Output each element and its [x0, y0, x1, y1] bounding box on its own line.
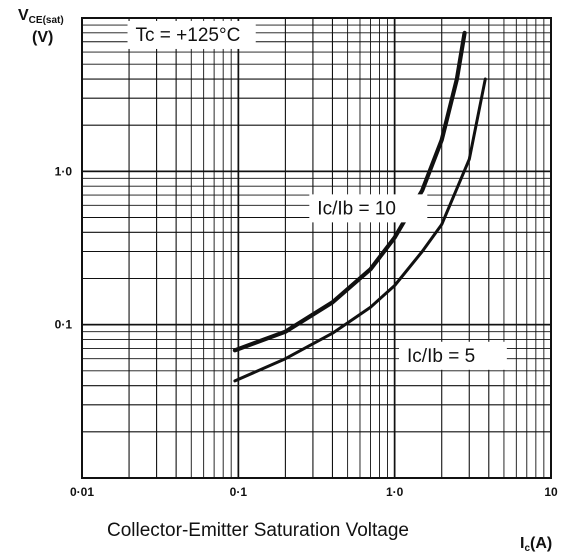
x-tick-label: 1·0: [386, 485, 404, 499]
annotation-label-1: Tc = +125°C: [136, 25, 241, 46]
x-tick-label: 0·01: [70, 485, 94, 499]
y-axis-title-sub: CE(sat): [29, 15, 64, 26]
y-axis-unit: (V): [32, 29, 53, 46]
grid: [81, 17, 552, 479]
y-tick-label: 0·1: [55, 318, 73, 332]
x-axis-title-unit: (A): [530, 535, 552, 552]
y-axis-title-main: V: [18, 7, 29, 24]
tick-layer: 0·01 0·1 1·0 10 0·1 1·0: [55, 164, 558, 499]
annotation-background: [399, 341, 507, 370]
x-tick-label: 0·1: [230, 485, 248, 499]
y-tick-label: 1·0: [55, 164, 73, 178]
y-axis-title: VCE(sat): [18, 7, 64, 26]
series-line-ratio-10: [232, 30, 467, 353]
annotation-background: [127, 20, 256, 49]
annotation-label-2: Ic/Ib = 10: [317, 198, 396, 219]
annotation-layer: Tc = +125°C Ic/Ib = 10 Ic/Ib = 5: [127, 20, 507, 370]
plot-border: [81, 17, 552, 479]
annotation-background: [309, 194, 428, 223]
series-line-ratio-5: [233, 77, 487, 383]
x-tick-label: 10: [544, 485, 558, 499]
x-axis-title: Ic(A): [520, 535, 552, 554]
annotation-label-3: Ic/Ib = 5: [407, 346, 475, 367]
x-axis-title-main: I: [520, 535, 524, 552]
chart-caption: Collector-Emitter Saturation Voltage: [107, 520, 409, 541]
x-axis-title-sub: c: [524, 543, 530, 554]
series-layer: [232, 30, 487, 383]
